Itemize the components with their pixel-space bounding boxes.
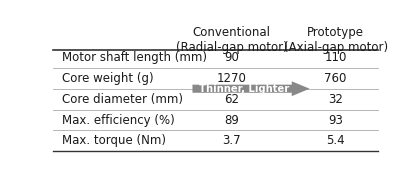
Text: 760: 760 [325, 72, 347, 85]
Polygon shape [192, 81, 310, 96]
Text: 90: 90 [224, 51, 239, 64]
Text: Core diameter (mm): Core diameter (mm) [62, 93, 183, 106]
Text: Core weight (g): Core weight (g) [62, 72, 154, 85]
Text: 93: 93 [328, 114, 343, 127]
Text: Prototype
(Axial-gap motor): Prototype (Axial-gap motor) [284, 26, 388, 54]
Text: Thinner, Lighter: Thinner, Lighter [200, 84, 290, 94]
Text: Motor shaft length (mm): Motor shaft length (mm) [62, 51, 207, 64]
Text: 5.4: 5.4 [326, 134, 345, 147]
Text: 32: 32 [328, 93, 343, 106]
Text: 1270: 1270 [217, 72, 247, 85]
Text: 89: 89 [224, 114, 239, 127]
Text: Conventional
(Radial-gap motor): Conventional (Radial-gap motor) [176, 26, 287, 54]
Text: 62: 62 [224, 93, 239, 106]
Text: 110: 110 [325, 51, 347, 64]
Text: 3.7: 3.7 [222, 134, 241, 147]
Text: Max. efficiency (%): Max. efficiency (%) [62, 114, 175, 127]
Text: Max. torque (Nm): Max. torque (Nm) [62, 134, 166, 147]
